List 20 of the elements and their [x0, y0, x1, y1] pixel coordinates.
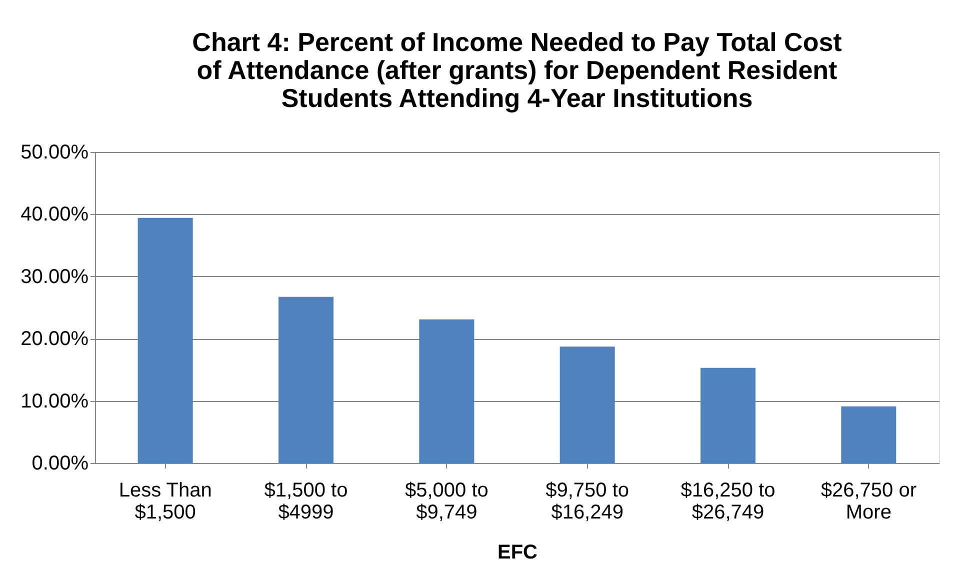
y-tick-label: 40.00% — [20, 204, 89, 226]
chart-title: Chart 4: Percent of Income Needed to Pay Total Cost of Attendance (after grants) for Dependent Resident Students Attending 4-Year Institutions — [192, 27, 842, 113]
y-tick-label: 50.00% — [20, 142, 89, 164]
bar — [560, 346, 615, 463]
y-tick-label: 0.00% — [32, 452, 89, 474]
y-tick-label: 20.00% — [20, 328, 89, 350]
y-tick-label: 10.00% — [20, 390, 89, 412]
bar — [700, 368, 756, 463]
x-tick-label: $9,750 to $16,249 — [546, 480, 630, 524]
x-axis-title: EFC — [498, 542, 538, 564]
x-tick-label: $26,750 or More — [820, 480, 917, 524]
x-tick-label: Less Than $1,500 — [118, 480, 212, 524]
bar — [138, 218, 193, 463]
x-tick-label: $16,250 to $26,749 — [680, 480, 776, 524]
x-tick-label: $1,500 to $4999 — [264, 480, 348, 524]
bar — [841, 406, 896, 463]
y-tick-label: 30.00% — [20, 266, 89, 288]
bar — [278, 296, 334, 463]
bar — [419, 319, 474, 463]
x-tick-label: $5,000 to $9,749 — [404, 480, 488, 524]
